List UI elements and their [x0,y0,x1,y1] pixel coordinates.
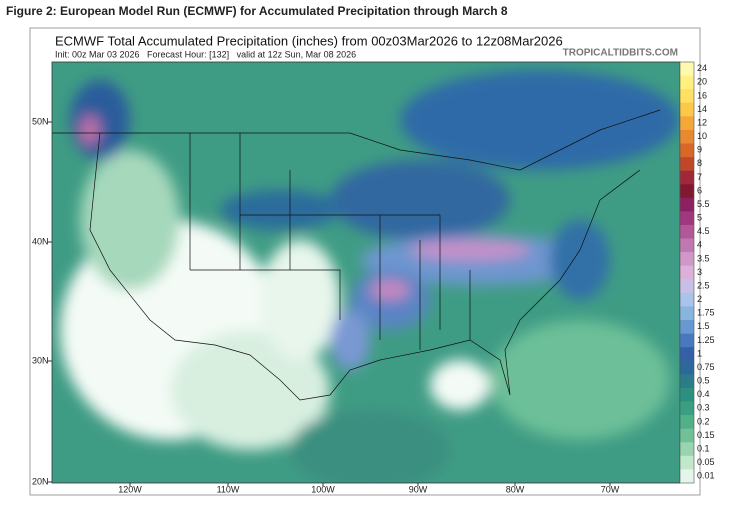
map [52,62,680,483]
colorbar-cell [680,428,694,443]
colorbar-label: 0.1 [697,443,710,453]
colorbar-cell [680,442,694,457]
colorbar: 24 20 16 14 12 10 9 8 7 6 5.5 5 4.5 4 3.5 3 2.5 2 1.75 1.5 1… [679,61,715,484]
colorbar-cell [680,401,694,416]
colorbar-label: 0.05 [697,457,715,467]
longitude-label: 110W [217,484,240,494]
colorbar-cell [680,211,694,226]
colorbar-cell [680,265,694,280]
colorbar-label: 1.25 [697,335,715,345]
colorbar-cell [680,415,694,429]
colorbar-label: 4 [697,240,702,250]
colorbar-label: 0.4 [697,389,710,399]
colorbar-cell [680,469,694,484]
colorbar-cell [680,89,694,104]
colorbar-label: 3 [697,267,702,277]
colorbar-label: 0.2 [697,416,710,426]
colorbar-cell [680,374,694,389]
colorbar-label: 5 [697,213,702,223]
longitude-label: 80W [506,484,525,494]
longitude-label: 70W [601,484,620,494]
colorbar-border [679,61,695,484]
colorbar-cell [680,184,694,199]
colorbar-cell [680,333,694,348]
colorbar-label: 2 [697,294,702,304]
longitude-label: 90W [409,484,428,494]
colorbar-cell [680,347,694,362]
colorbar-cell [680,75,694,90]
colorbar-label: 6 [697,185,702,195]
colorbar-label: 14 [697,104,707,114]
colorbar-label: 1 [697,348,702,358]
colorbar-cell [680,387,694,402]
latitude-label: 20N [32,476,49,486]
colorbar-cell [680,197,694,212]
colorbar-label: 8 [697,158,702,168]
colorbar-label: 16 [697,90,707,100]
colorbar-label: 9 [697,145,702,155]
colorbar-label: 0.3 [697,403,710,413]
colorbar-cell [680,306,694,321]
colorbar-cell [680,157,694,171]
colorbar-label: 0.15 [697,430,715,440]
caption: Figure 2: European Model Run (ECMWF) for… [6,4,508,18]
colorbar-cell [680,360,694,375]
colorbar-label: 12 [697,117,707,127]
colorbar-label: 1.75 [697,308,715,318]
colorbar-cell [680,252,694,267]
map-subtitle: Init: 00z Mar 03 2026 Forecast Hour: [13… [55,49,356,59]
colorbar-label: 0.75 [697,362,715,372]
credit: TROPICALTIDBITS.COM [563,48,678,59]
colorbar-label: 20 [697,77,707,87]
colorbar-cell [680,292,694,307]
colorbar-label: 1.5 [697,321,710,331]
colorbar-label: 0.01 [697,471,715,481]
colorbar-label: 4.5 [697,226,710,236]
colorbar-cell [680,238,694,253]
map-title: ECMWF Total Accumulated Precipitation (i… [55,33,563,48]
latitude-label: 40N [32,236,49,246]
colorbar-label: 10 [697,131,707,141]
longitude-label: 100W [311,484,335,494]
colorbar-label: 0.5 [697,376,710,386]
longitude-label: 120W [118,484,142,494]
colorbar-label: 2.5 [697,280,710,290]
latitude-label: 30N [32,355,49,365]
colorbar-cell [680,320,694,334]
colorbar-cell [680,170,694,185]
colorbar-cell [680,116,694,131]
latitude-label: 50N [32,116,49,126]
colorbar-cell [680,224,694,239]
colorbar-cell [680,143,694,158]
axis-labels: 50N 40N 30N 20N 120W 110W 100W 90W 80W 70W [32,116,620,494]
colorbar-cell [680,279,694,294]
colorbar-cell [680,455,694,470]
colorbar-cell [680,102,694,117]
colorbar-cell [680,62,694,76]
colorbar-label: 5.5 [697,199,710,209]
borders [52,109,661,401]
colorbar-label: 7 [697,172,702,182]
colorbar-label: 24 [697,63,707,73]
colorbar-label: 3.5 [697,253,710,263]
colorbar-cell [680,129,694,144]
